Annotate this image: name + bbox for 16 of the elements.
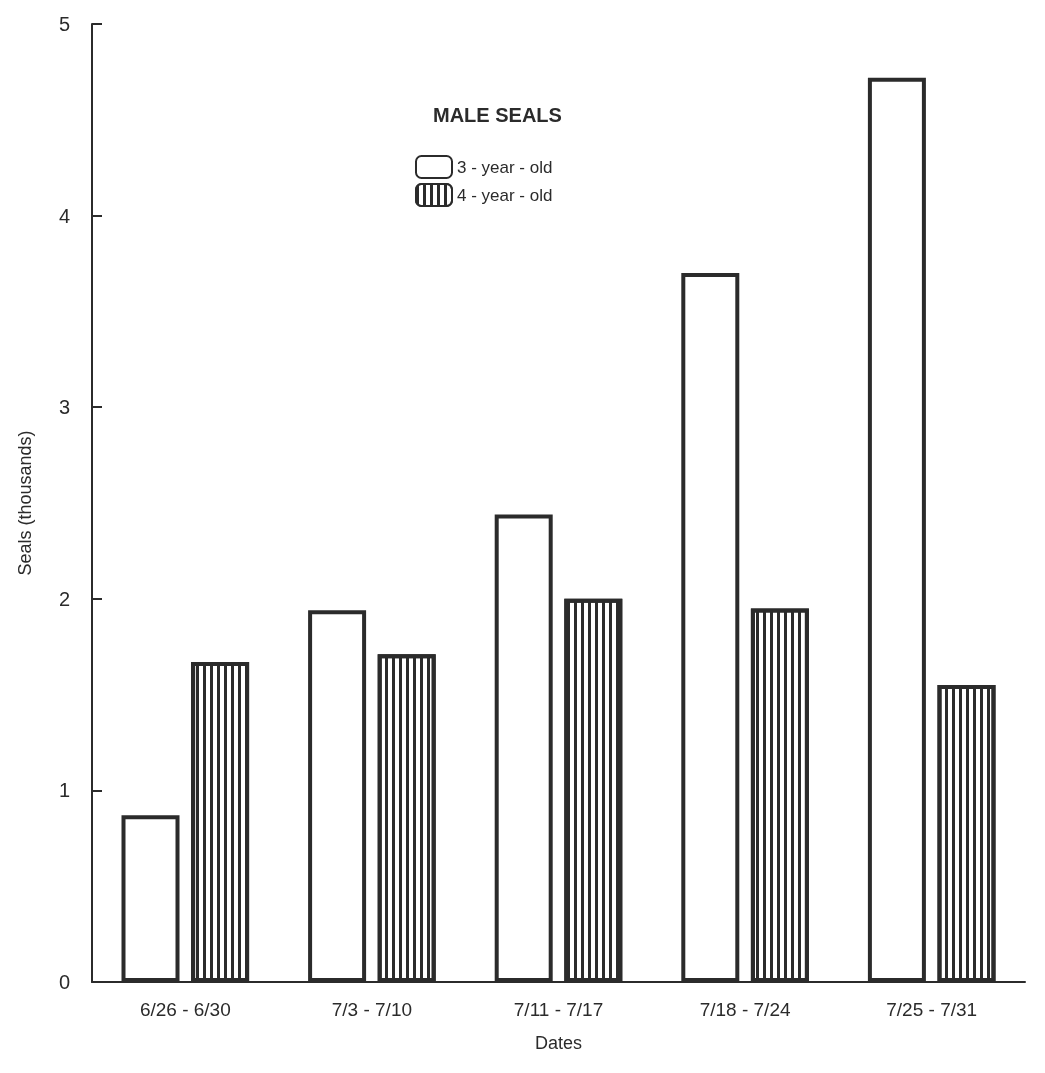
x-tick-label: 7/11 - 7/17 (513, 999, 604, 1020)
y-tick-label: 3 (58, 396, 70, 419)
y-tick-label: 2 (58, 587, 70, 610)
y-tick-label: 5 (58, 13, 70, 35)
x-tick-label: 6/26 - 6/30 (139, 999, 231, 1020)
x-tick-label: 7/18 - 7/24 (699, 999, 791, 1020)
legend-label: 3 - year - old (457, 157, 553, 177)
x-tick-label: 7/25 - 7/31 (886, 999, 978, 1020)
y-tick-label: 4 (58, 204, 70, 227)
x-axis-title: Dates (534, 1033, 583, 1053)
x-tick-label: 7/3 - 7/10 (331, 999, 413, 1020)
legend-title: MALE SEALS (433, 104, 562, 126)
y-tick-label: 1 (58, 779, 70, 802)
legend-label: 4 - year - old (457, 185, 553, 205)
y-axis-title: Seals (thousands) (15, 430, 35, 576)
y-tick-label: 0 (58, 971, 70, 993)
